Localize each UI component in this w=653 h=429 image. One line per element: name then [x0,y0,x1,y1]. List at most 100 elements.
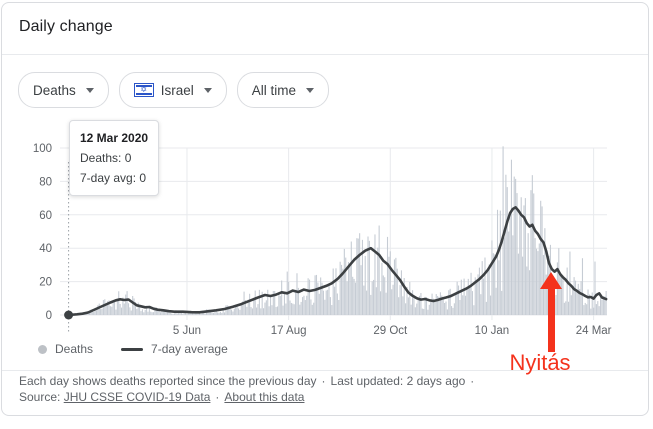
deaths-bar [442,299,444,315]
deaths-bar [588,294,590,315]
deaths-bar [136,308,138,315]
deaths-bar [515,178,517,315]
deaths-bar [311,304,313,315]
source-link[interactable]: JHU CSSE COVID-19 Data [63,390,211,404]
deaths-bar [281,280,283,315]
deaths-bar [108,300,110,315]
deaths-bar [370,294,372,315]
about-data-link[interactable]: About this data [224,390,305,404]
deaths-bar [93,312,95,315]
deaths-bar [490,295,492,315]
deaths-bar [318,293,320,315]
time-range-dropdown[interactable]: All time [236,72,330,108]
deaths-bar [430,302,432,315]
region-dropdown[interactable]: ✡ Israel [118,72,227,108]
deaths-bar [341,264,343,315]
tooltip-date: 12 Mar 2020 [80,131,149,145]
deaths-bar [146,305,148,315]
deaths-bar [236,304,238,315]
daily-change-chart[interactable]: 0 20 40 60 80 100 5 Jun 17 Aug 29 Oct 10 Jan 24 Ma… [0,112,653,352]
deaths-bar [289,300,291,315]
metric-dropdown[interactable]: Deaths [18,72,109,108]
deaths-bar [452,307,454,315]
deaths-bar [130,310,132,315]
deaths-bar [346,281,348,315]
chart-legend: Deaths 7-day average [38,342,228,356]
deaths-bar [499,210,501,315]
deaths-bar [407,297,409,315]
deaths-bar [134,301,136,315]
deaths-bar [327,289,329,315]
deaths-bar [308,279,311,315]
deaths-bar [345,257,347,315]
deaths-bar [347,262,350,315]
deaths-bar [193,312,195,315]
deaths-bar [335,268,337,315]
deaths-bar [602,296,604,315]
deaths-bar [480,294,482,315]
deaths-bar [432,298,435,315]
deaths-bar [217,312,219,315]
deaths-bar [473,305,475,315]
x-axis-label: 24 Mar [576,325,612,337]
deaths-bar [605,290,607,315]
deaths-bar [114,301,116,315]
deaths-dot-icon [38,344,47,354]
deaths-bar [505,174,507,315]
deaths-bar [378,225,380,315]
deaths-bar [237,308,240,315]
deaths-bar [508,231,510,315]
deaths-bar [577,283,579,315]
last-updated: Last updated: 2 days ago [330,374,466,388]
deaths-bar [399,285,401,315]
deaths-bar [581,258,584,315]
deaths-bar [455,293,457,315]
filter-bar: Deaths ✡ Israel All time [18,72,330,108]
deaths-bar [488,264,490,315]
deaths-bar [144,309,146,315]
deaths-bar [272,290,274,315]
deaths-bar [444,302,446,315]
deaths-bar [414,307,416,315]
metric-dropdown-label: Deaths [33,82,76,98]
deaths-bar [434,301,436,315]
deaths-bar [534,238,536,315]
deaths-bar [396,268,398,315]
deaths-bar [537,251,539,315]
deaths-bar [431,293,433,315]
deaths-bar [268,306,270,315]
deaths-bar [100,309,102,315]
deaths-bar [322,290,324,315]
chart-tooltip: 12 Mar 2020 Deaths: 0 7-day avg: 0 [69,120,160,196]
deaths-bar [437,296,439,315]
deaths-bar [239,309,241,315]
deaths-bar [476,279,478,315]
deaths-bar [161,309,163,315]
deaths-bar [307,278,309,315]
deaths-bar [533,193,535,315]
deaths-bar [424,296,426,315]
deaths-bar [129,307,131,315]
deaths-bar [162,311,164,315]
deaths-bar [334,286,336,315]
israel-flag-icon: ✡ [133,83,154,97]
deaths-bar [593,307,595,315]
deaths-bar [416,303,418,315]
deaths-bar [274,291,276,315]
deaths-bar [374,234,376,315]
deaths-bar [375,287,377,315]
deaths-bar [98,303,100,315]
deaths-bar [251,308,253,315]
deaths-bar [158,309,160,315]
deaths-bar [446,309,448,315]
deaths-bar [140,311,142,315]
deaths-bar [235,304,237,315]
deaths-bar [591,292,593,315]
deaths-bar [267,289,269,315]
footer-description: Each day shows deaths reported since the… [19,374,317,388]
deaths-bar [263,308,265,315]
deaths-bar [516,193,518,315]
deaths-bar [483,278,485,315]
deaths-bar [456,281,458,315]
deaths-bar [531,175,533,315]
